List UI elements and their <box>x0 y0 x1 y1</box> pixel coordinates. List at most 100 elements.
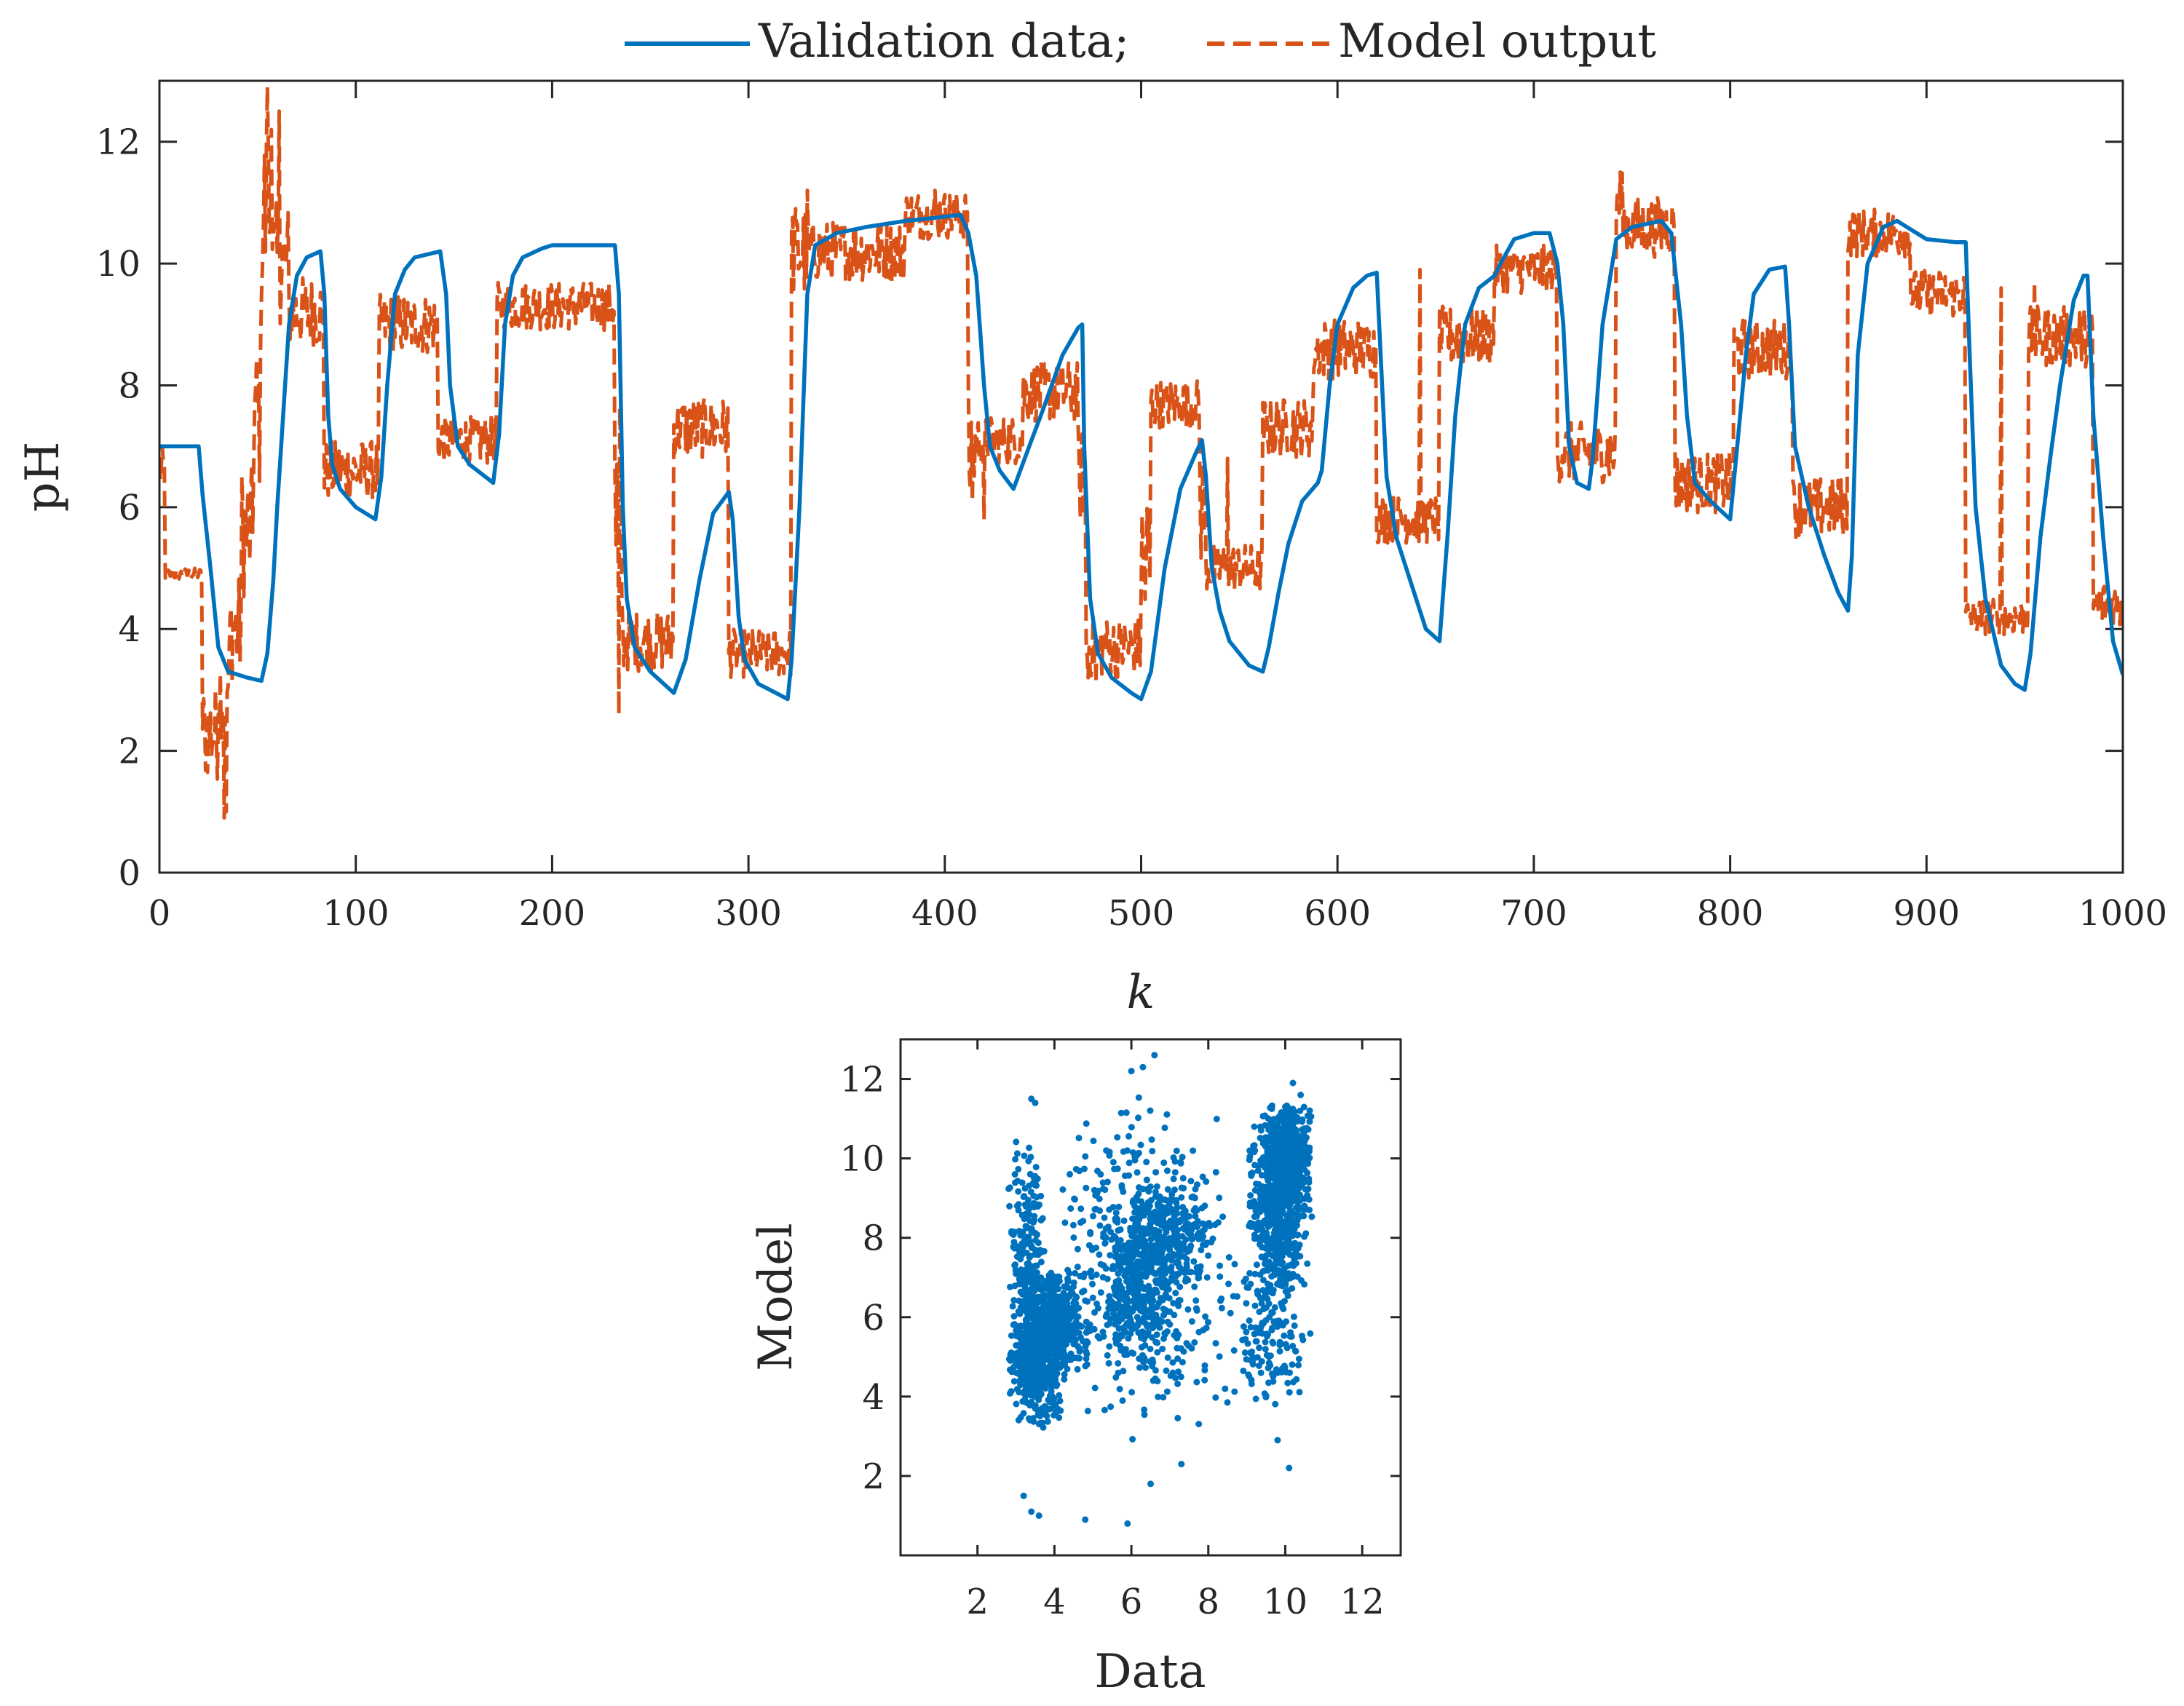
scatter-point <box>1050 1273 1057 1280</box>
scatter-point <box>1181 1269 1188 1276</box>
scatter-point <box>1143 1332 1150 1339</box>
scatter-point <box>1281 1148 1289 1156</box>
scatter-point <box>1177 1373 1184 1381</box>
scatter-point <box>1155 1219 1162 1226</box>
scatter-point <box>1077 1219 1084 1226</box>
scatter-point <box>1230 1293 1237 1300</box>
scatter-point <box>1020 1360 1027 1368</box>
scatter-point <box>1050 1375 1057 1381</box>
scatter-point <box>1025 1205 1032 1213</box>
scatter-point <box>1093 1190 1101 1197</box>
scatter-point <box>1267 1282 1274 1289</box>
scatter-point <box>1018 1247 1026 1255</box>
scatter-point <box>1100 1262 1107 1269</box>
scatter-point <box>1115 1261 1122 1268</box>
scatter-point <box>1198 1247 1205 1253</box>
scatter-point <box>1293 1187 1300 1194</box>
scatter-point <box>1147 1197 1155 1204</box>
scatter-point <box>1150 1250 1157 1257</box>
scatter-point <box>1042 1410 1048 1417</box>
scatter-point <box>1145 1242 1152 1249</box>
scatter-axes-box <box>899 1038 1402 1557</box>
scatter-point <box>1011 1171 1018 1178</box>
scatter-point <box>1225 1280 1232 1288</box>
scatter-point <box>1032 1402 1039 1409</box>
scatter-point <box>1173 1259 1180 1266</box>
scatter-point <box>1265 1145 1272 1152</box>
scatter-point <box>1289 1173 1297 1181</box>
scatter-point <box>1155 1202 1162 1210</box>
scatter-point <box>1289 1162 1297 1170</box>
scatter-point <box>1163 1243 1170 1250</box>
scatter-point <box>1024 1212 1031 1219</box>
scatter-point <box>1175 1368 1182 1376</box>
scatter-point <box>1276 1260 1283 1266</box>
scatter-point <box>1281 1362 1288 1370</box>
scatter-point <box>1255 1362 1262 1369</box>
scatter-point <box>1160 1394 1167 1401</box>
scatter-point <box>1122 1322 1129 1330</box>
scatter-point <box>1033 1182 1040 1189</box>
scatter-point <box>1212 1340 1219 1347</box>
scatter-point <box>1254 1207 1262 1214</box>
scatter-point <box>1304 1112 1311 1119</box>
scatter-point <box>1172 1230 1179 1237</box>
scatter-point <box>1028 1285 1035 1292</box>
scatter-y-tick-label: 6 <box>862 1298 885 1338</box>
scatter-point <box>1124 1275 1131 1282</box>
scatter-point <box>1027 1333 1034 1341</box>
scatter-point <box>1013 1243 1021 1250</box>
scatter-point <box>1012 1179 1018 1186</box>
scatter-point <box>1162 1210 1169 1218</box>
scatter-point <box>1289 1079 1297 1087</box>
time-series-ticks: 0 100 200 300 400 500 600 700 800 900 1000 0 2 4 6 8 10 1… <box>96 81 2167 934</box>
scatter-point <box>1271 1198 1278 1205</box>
scatter-point <box>1251 1123 1258 1130</box>
scatter-point <box>1281 1185 1288 1192</box>
scatter-point <box>1170 1175 1177 1183</box>
scatter-point <box>1077 1333 1084 1341</box>
scatter-point <box>1190 1147 1197 1154</box>
scatter-point <box>1150 1316 1157 1323</box>
scatter-point <box>1103 1147 1110 1154</box>
scatter-point <box>1259 1287 1267 1294</box>
scatter-point <box>1301 1233 1308 1240</box>
scatter-point <box>1158 1295 1165 1302</box>
scatter-point <box>1291 1108 1298 1115</box>
scatter-point <box>1147 1215 1154 1222</box>
scatter-point <box>1248 1223 1254 1230</box>
scatter-point <box>1288 1261 1295 1268</box>
scatter-point <box>1115 1203 1123 1210</box>
scatter-point <box>1017 1304 1024 1311</box>
scatter-point <box>1148 1136 1155 1143</box>
scatter-point <box>1283 1318 1290 1325</box>
scatter-point <box>1258 1159 1265 1167</box>
scatter-point <box>1285 1125 1291 1132</box>
scatter-point <box>1291 1347 1299 1354</box>
scatter-point <box>1115 1360 1122 1367</box>
scatter-point <box>1140 1314 1147 1322</box>
scatter-point <box>1041 1403 1048 1410</box>
scatter-point <box>1109 1159 1117 1166</box>
scatter-point <box>1152 1189 1159 1196</box>
scatter-point <box>1040 1424 1047 1431</box>
scatter-point <box>1263 1190 1270 1197</box>
scatter-point <box>1286 1137 1293 1144</box>
scatter-point <box>1100 1333 1107 1340</box>
scatter-point <box>1176 1247 1183 1255</box>
scatter-point <box>1093 1271 1100 1278</box>
scatter-point <box>1043 1318 1051 1325</box>
scatter-point <box>1123 1346 1129 1353</box>
legend-label-validation: Validation data; <box>758 15 1129 68</box>
scatter-point <box>1057 1346 1064 1354</box>
scatter-point <box>1027 1343 1034 1350</box>
scatter-point <box>1131 1202 1139 1210</box>
scatter-point <box>1173 1328 1180 1335</box>
scatter-point <box>1163 1111 1171 1118</box>
scatter-point <box>1265 1365 1272 1372</box>
scatter-point <box>1247 1192 1254 1199</box>
scatter-point <box>1035 1396 1042 1403</box>
scatter-point <box>1045 1331 1052 1338</box>
scatter-point <box>1018 1280 1026 1287</box>
scatter-point <box>1024 1197 1032 1204</box>
